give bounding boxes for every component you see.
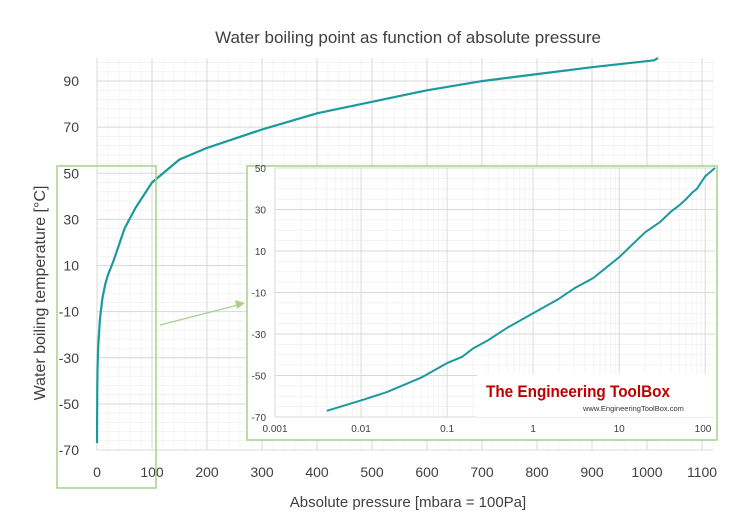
zoom-arrow-head (235, 300, 245, 309)
inset-y-tick-label: 50 (255, 164, 267, 175)
y-axis-label: Water boiling temperature [°C] (32, 186, 49, 401)
watermark-title: The Engineering ToolBox (486, 382, 670, 401)
x-tick-label: 900 (580, 464, 604, 480)
y-tick-label: 30 (63, 211, 79, 227)
watermark-url: www.EngineeringToolBox.com (582, 404, 684, 413)
inset-boiling-point-curve (326, 167, 716, 412)
x-tick-label: 700 (470, 464, 494, 480)
inset-series (326, 167, 716, 412)
x-tick-label: 100 (140, 464, 164, 480)
main-series (95, 57, 659, 444)
inset-y-tick-label: -30 (252, 330, 267, 341)
x-axis-label: Absolute pressure [mbara = 100Pa] (290, 494, 526, 511)
inset-y-tick-label: -70 (252, 413, 267, 424)
inset-x-tick-label: 10 (614, 424, 626, 435)
inset-y-ticks: -70 -50 -30 -10 10 30 50 (252, 164, 267, 424)
x-tick-label: 0 (93, 464, 101, 480)
inset-y-tick-label: -50 (252, 372, 267, 383)
main-x-ticks: 0 100 200 300 400 500 600 700 800 900 1000 1100 (93, 464, 717, 480)
y-tick-label: -30 (59, 350, 79, 366)
zoom-highlight-box (56, 165, 157, 489)
x-tick-label: 300 (250, 464, 274, 480)
zoom-connector-arrow (159, 304, 239, 326)
inset-major-grid (274, 167, 715, 418)
inset-x-tick-label: 0.1 (440, 424, 454, 435)
x-tick-label: 1000 (631, 464, 662, 480)
inset-x-tick-label: 0.01 (351, 424, 371, 435)
y-tick-label: -10 (59, 304, 79, 320)
inset-y-tick-label: 10 (255, 247, 267, 258)
engineering-toolbox-watermark: The Engineering ToolBox www.EngineeringT… (477, 374, 715, 417)
inset-y-tick-label: 30 (255, 206, 267, 217)
y-tick-label: -50 (59, 396, 79, 412)
y-tick-label: 10 (63, 258, 79, 274)
inset-x-tick-label: 100 (695, 424, 712, 435)
y-tick-label: 70 (63, 119, 79, 135)
inset-x-tick-label: 1 (530, 424, 536, 435)
chart-title: Water boiling point as function of absol… (215, 28, 601, 47)
boiling-point-curve (95, 57, 659, 444)
inset-y-tick-label: -10 (252, 289, 267, 300)
y-tick-label: -70 (59, 442, 79, 458)
y-tick-label: 90 (63, 73, 79, 89)
y-tick-label: 50 (63, 165, 79, 181)
inset-x-ticks: 0.001 0.01 0.1 1 10 100 (262, 424, 711, 435)
inset-x-tick-label: 0.001 (262, 424, 287, 435)
x-tick-label: 800 (525, 464, 549, 480)
x-tick-label: 200 (195, 464, 219, 480)
x-tick-label: 500 (360, 464, 384, 480)
main-y-ticks: -70 -50 -30 -10 10 30 50 70 90 (59, 73, 79, 458)
x-tick-label: 600 (415, 464, 439, 480)
x-tick-label: 1100 (687, 464, 717, 480)
x-tick-label: 400 (305, 464, 329, 480)
